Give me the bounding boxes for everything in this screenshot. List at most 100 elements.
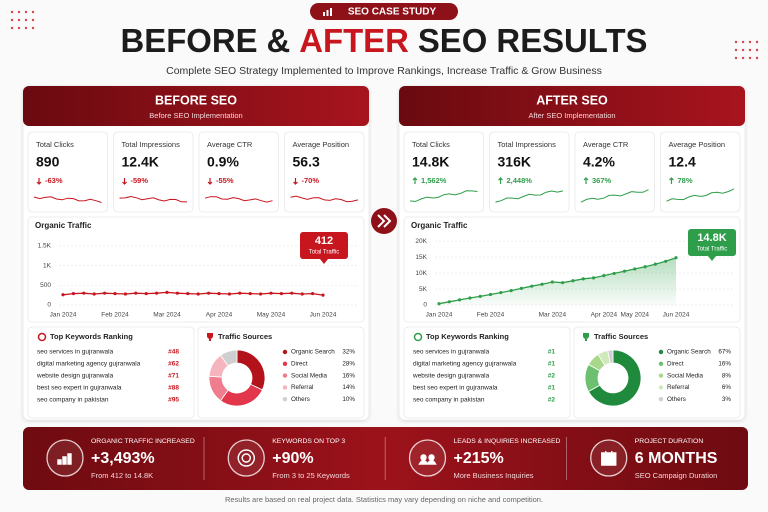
keyword: website design gujranwala <box>412 373 490 380</box>
traffic-point <box>155 291 159 295</box>
metric-change: -70% <box>302 176 320 185</box>
callout-value: 14.8K <box>697 232 726 244</box>
traffic-point <box>217 291 221 296</box>
main-title: BEFORE & AFTER SEO RESULTS <box>121 22 648 59</box>
stat-label: ORGANIC TRAFFIC INCREASED <box>91 438 195 445</box>
keywords-card <box>27 326 195 419</box>
traffic-point <box>643 265 647 269</box>
metric-change: 367% <box>592 176 612 185</box>
traffic-point <box>622 269 627 273</box>
sources-icon <box>207 333 213 341</box>
traffic-point <box>581 277 585 281</box>
panel-subheading: After SEO Implementation <box>528 111 615 120</box>
metric-change: -63% <box>45 176 63 185</box>
metric-change: 78% <box>678 176 693 185</box>
badge-icon <box>323 8 332 16</box>
title-after: AFTER <box>299 22 409 59</box>
keyword-rank: #95 <box>168 397 179 404</box>
keywords-icon <box>413 332 423 342</box>
title-rest: SEO RESULTS <box>418 22 648 59</box>
stat-value: +215% <box>454 450 504 467</box>
legend-dot <box>658 349 664 355</box>
traffic-point <box>499 290 503 295</box>
keyword: seo company in pakistan <box>37 397 109 404</box>
subtitle: Complete SEO Strategy Implemented to Imp… <box>166 65 602 77</box>
legend-label: Social Media <box>667 372 704 379</box>
change-arrow <box>412 177 418 184</box>
sources-icon <box>583 333 589 341</box>
metric-label: Total Impressions <box>122 140 181 149</box>
traffic-point <box>92 292 96 296</box>
traffic-point <box>612 271 616 276</box>
panel-header <box>23 86 369 126</box>
legend-label: Social Media <box>291 372 328 379</box>
sparkline <box>580 189 649 203</box>
badge-text: SEO CASE STUDY <box>348 7 437 18</box>
sources-title: Traffic Sources <box>594 332 648 341</box>
traffic-point <box>561 281 565 285</box>
sources-title: Traffic Sources <box>218 332 272 341</box>
traffic-point <box>290 291 294 295</box>
metric-value: 316K <box>498 154 531 170</box>
change-arrow <box>293 178 298 185</box>
legend-value: 67% <box>718 349 731 356</box>
sparkline <box>33 196 102 203</box>
traffic-point <box>300 292 304 296</box>
traffic-point <box>311 291 315 296</box>
traffic-point <box>519 286 524 291</box>
stat-sub: From 3 to 25 Keywords <box>272 471 350 480</box>
keyword-rank: #88 <box>168 385 179 392</box>
change-arrow <box>498 177 503 184</box>
stat-icon <box>418 454 437 465</box>
callout-label: Total Traffic <box>697 247 728 253</box>
legend-label: Others <box>291 396 310 403</box>
dots-left <box>10 10 35 30</box>
sparkline <box>290 195 359 203</box>
legend-value: 16% <box>718 360 731 367</box>
traffic-line <box>62 291 324 296</box>
sparkline <box>666 188 735 202</box>
callout-value: 412 <box>315 235 333 247</box>
traffic-point <box>238 291 242 295</box>
arrow-icon <box>377 214 392 228</box>
stat-sub: More Business Inquiries <box>454 471 534 480</box>
traffic-point <box>509 289 513 293</box>
x-tick-label: Mar 2024 <box>539 312 567 319</box>
legend-dot <box>658 397 664 402</box>
stat-icon <box>237 449 255 467</box>
traffic-point <box>602 274 606 278</box>
sparkline <box>204 196 273 203</box>
metric-change: 2,448% <box>507 176 533 185</box>
callout-pointer <box>320 259 328 264</box>
keyword-rank: #1 <box>548 361 556 368</box>
metric-card <box>27 131 108 213</box>
metric-value: 0.9% <box>207 154 239 170</box>
x-tick-label: Apr 2024 <box>206 312 233 319</box>
panel-header <box>399 86 745 126</box>
callout <box>300 232 348 259</box>
legend-label: Organic Search <box>291 349 335 356</box>
keyword-rank: #1 <box>548 385 556 392</box>
donut-slice <box>607 349 614 364</box>
donut-slice <box>587 349 642 407</box>
y-tick-label: 15K <box>415 254 427 261</box>
traffic-point <box>165 290 169 294</box>
legend-value: 6% <box>722 384 732 391</box>
metric-label: Total Clicks <box>412 140 450 149</box>
keywords-card <box>403 326 571 419</box>
x-tick-label: Mar 2024 <box>153 312 181 319</box>
x-tick-label: May 2024 <box>257 312 286 319</box>
traffic-point <box>488 292 493 297</box>
y-tick-label: 5K <box>419 286 428 293</box>
stat-icon-ring <box>227 439 265 477</box>
stat-value: +90% <box>272 450 313 467</box>
traffic-point <box>468 296 472 300</box>
traffic-card <box>27 216 365 323</box>
stat-value: +3,493% <box>91 450 155 467</box>
x-tick-label: Jan 2024 <box>426 312 453 319</box>
panel-heading: BEFORE SEO <box>155 93 237 107</box>
legend-label: Referral <box>291 384 313 391</box>
traffic-point <box>186 291 190 296</box>
